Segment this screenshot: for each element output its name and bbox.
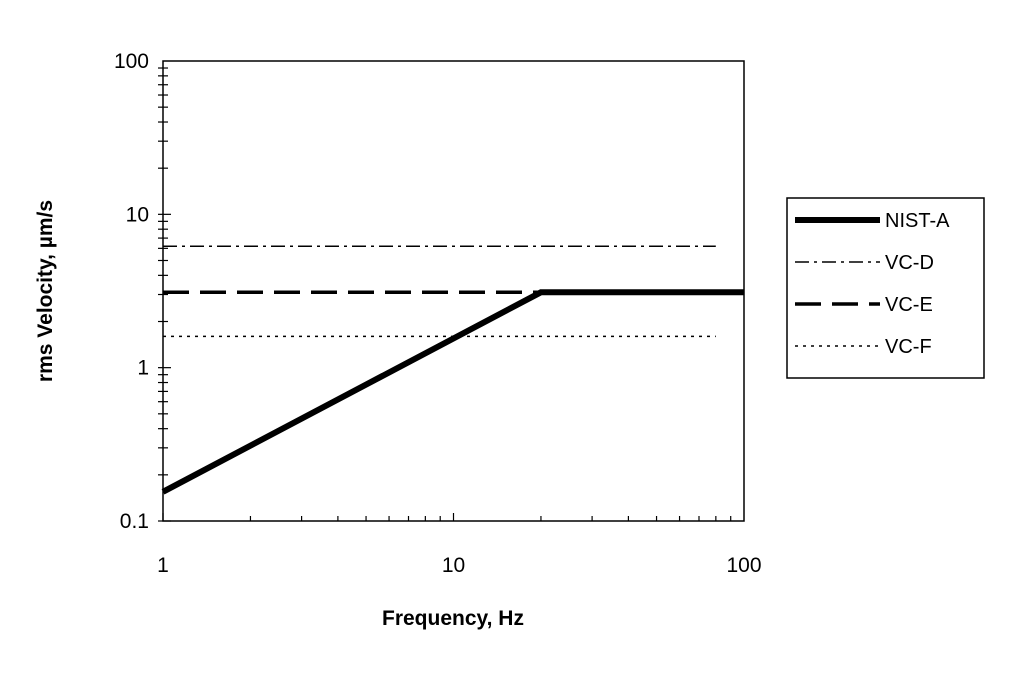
legend-label-nist-a: NIST-A (885, 210, 950, 232)
y-tick-label: 10 (126, 203, 149, 226)
x-tick-label: 100 (726, 554, 761, 577)
legend-box (786, 197, 985, 379)
legend: NIST-A VC-D VC-E VC-F (786, 197, 985, 379)
legend-label-vc-f: VC-F (885, 336, 932, 358)
y-tick-label: 0.1 (120, 510, 149, 533)
y-axis-title: rms Velocity, µm/s (34, 200, 57, 382)
axis-ticks (158, 67, 732, 522)
series-layer (161, 245, 744, 495)
tick-labels: 1 10 100 0.1 1 10 100 (114, 50, 762, 577)
y-tick-label: 100 (114, 50, 149, 73)
series-line-nist-a (161, 289, 744, 495)
legend-label-vc-e: VC-E (885, 294, 933, 316)
plot-area-frame (162, 60, 745, 522)
x-axis-title: Frequency, Hz (382, 607, 524, 630)
x-tick-label: 1 (157, 554, 169, 577)
x-tick-label: 10 (442, 554, 465, 577)
legend-label-vc-d: VC-D (885, 252, 934, 274)
y-tick-label: 1 (137, 357, 149, 380)
